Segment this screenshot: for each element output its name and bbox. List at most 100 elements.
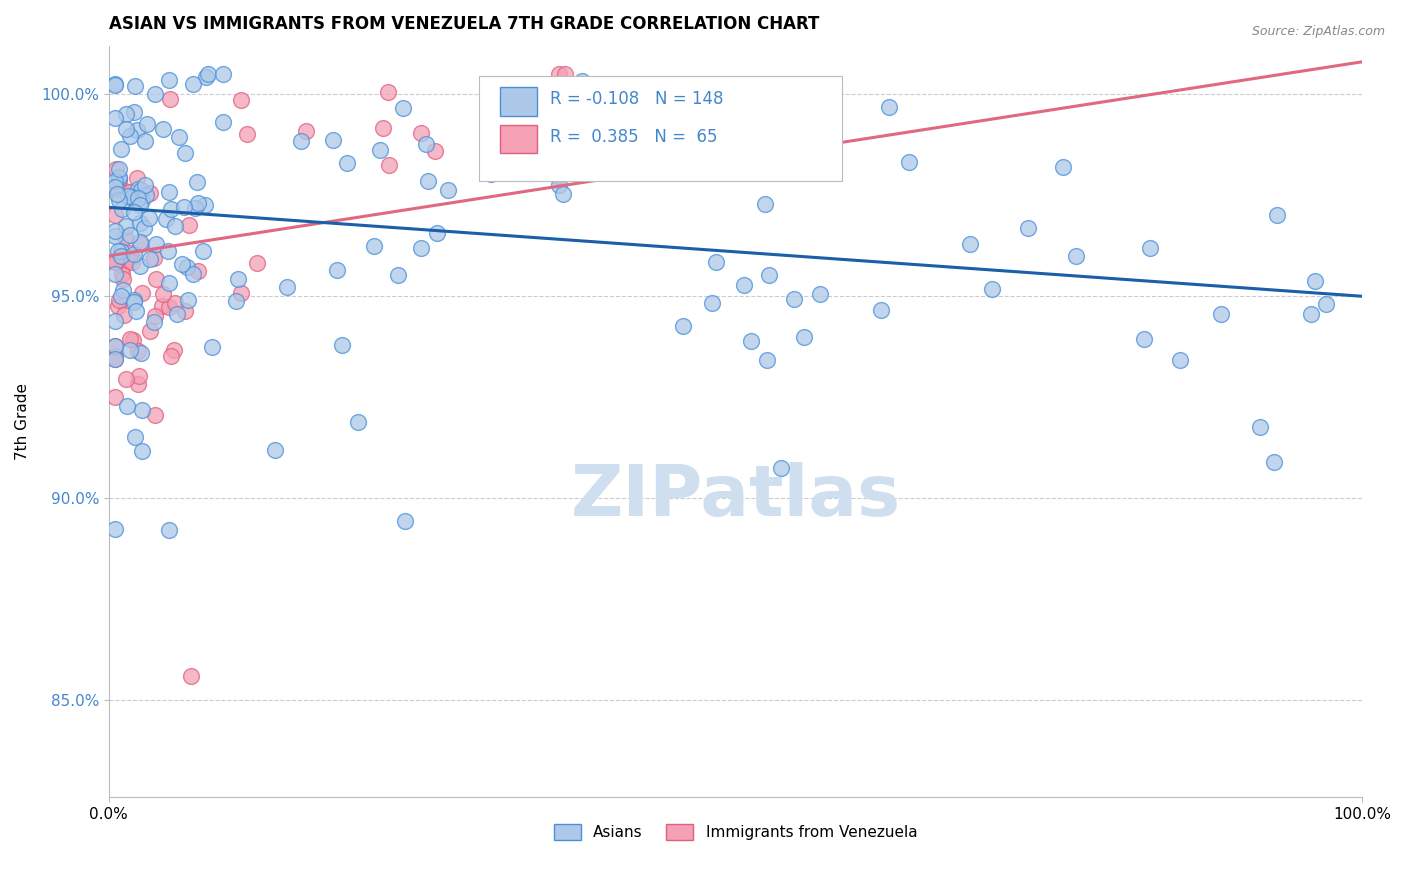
Point: [122, 333, 145, 347]
Point: [115, 399, 138, 413]
Point: [110, 249, 132, 263]
Point: [115, 219, 138, 233]
FancyBboxPatch shape: [499, 125, 537, 153]
Point: [104, 111, 127, 125]
Point: [704, 255, 727, 269]
Point: [108, 170, 131, 185]
Point: [114, 229, 136, 244]
Point: [391, 101, 413, 115]
Point: [394, 514, 416, 528]
Point: [425, 144, 447, 158]
Point: [124, 430, 146, 444]
Point: [107, 170, 129, 185]
Point: [157, 185, 180, 199]
Point: [132, 221, 155, 235]
Point: [416, 174, 439, 188]
Point: [143, 87, 166, 101]
Point: [733, 278, 755, 293]
Point: [135, 187, 157, 202]
Point: [371, 120, 394, 135]
Text: R = -0.108   N = 148: R = -0.108 N = 148: [550, 90, 724, 108]
Point: [181, 77, 204, 91]
Point: [1139, 241, 1161, 255]
Point: [122, 205, 145, 219]
Point: [575, 105, 598, 120]
Point: [104, 182, 127, 196]
Point: [131, 183, 153, 197]
Point: [197, 67, 219, 81]
Point: [143, 310, 166, 324]
Point: [107, 293, 129, 308]
Point: [758, 268, 780, 282]
Point: [105, 161, 128, 176]
Point: [143, 252, 166, 266]
Point: [754, 197, 776, 211]
Point: [547, 67, 569, 81]
Point: [139, 186, 162, 200]
Point: [120, 228, 142, 243]
Text: Source: ZipAtlas.com: Source: ZipAtlas.com: [1251, 25, 1385, 38]
Point: [111, 202, 134, 216]
Point: [121, 250, 143, 264]
Point: [897, 155, 920, 169]
Point: [330, 338, 353, 352]
Point: [554, 67, 576, 81]
Point: [173, 304, 195, 318]
Point: [104, 349, 127, 363]
Point: [120, 332, 142, 346]
Point: [127, 377, 149, 392]
Point: [166, 307, 188, 321]
Point: [111, 248, 134, 262]
Point: [139, 324, 162, 338]
Point: [114, 107, 136, 121]
Point: [124, 79, 146, 94]
Point: [163, 295, 186, 310]
Point: [793, 329, 815, 343]
Point: [115, 253, 138, 268]
Point: [143, 315, 166, 329]
Point: [583, 100, 606, 114]
Point: [129, 216, 152, 230]
Point: [186, 176, 208, 190]
Point: [411, 126, 433, 140]
Point: [131, 403, 153, 417]
Point: [387, 268, 409, 282]
Point: [276, 279, 298, 293]
Point: [294, 124, 316, 138]
Text: ASIAN VS IMMIGRANTS FROM VENEZUELA 7TH GRADE CORRELATION CHART: ASIAN VS IMMIGRANTS FROM VENEZUELA 7TH G…: [108, 15, 820, 33]
Point: [346, 415, 368, 429]
Point: [104, 224, 127, 238]
Point: [128, 369, 150, 384]
Point: [122, 246, 145, 260]
Point: [170, 257, 193, 271]
Point: [104, 179, 127, 194]
Point: [104, 314, 127, 328]
Point: [128, 235, 150, 249]
Point: [124, 293, 146, 307]
Point: [110, 289, 132, 303]
Point: [125, 171, 148, 186]
Point: [755, 352, 778, 367]
Point: [118, 246, 141, 260]
Point: [547, 178, 569, 192]
Point: [129, 259, 152, 273]
Point: [111, 267, 134, 281]
Point: [1263, 454, 1285, 468]
Point: [194, 70, 217, 84]
Point: [152, 287, 174, 301]
Point: [544, 153, 567, 167]
Point: [571, 73, 593, 87]
Point: [981, 282, 1004, 296]
Point: [124, 294, 146, 309]
Point: [325, 262, 347, 277]
Point: [118, 185, 141, 199]
Point: [117, 188, 139, 202]
Point: [167, 130, 190, 145]
Point: [157, 300, 180, 314]
Point: [105, 187, 128, 202]
Point: [179, 218, 201, 232]
Point: [104, 267, 127, 281]
Point: [112, 272, 135, 286]
Point: [104, 339, 127, 353]
Point: [134, 134, 156, 148]
